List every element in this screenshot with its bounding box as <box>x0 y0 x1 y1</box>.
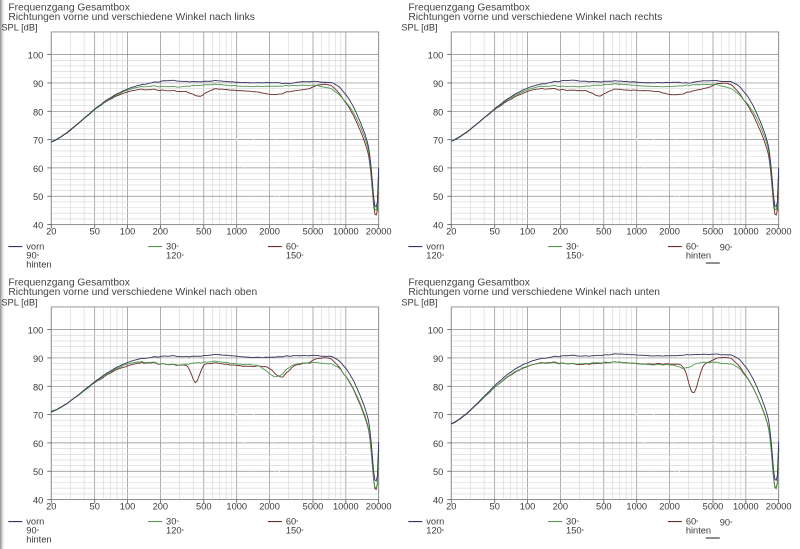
svg-text:60: 60 <box>433 164 443 174</box>
svg-text:5000: 5000 <box>303 501 324 511</box>
svg-text:100: 100 <box>28 51 43 61</box>
svg-text:90°: 90° <box>720 517 733 527</box>
svg-text:100: 100 <box>520 501 535 511</box>
svg-text:100: 100 <box>428 51 443 61</box>
svg-text:hinten: hinten <box>686 525 711 535</box>
svg-text:80: 80 <box>433 107 443 117</box>
svg-text:200: 200 <box>553 501 568 511</box>
svg-text:Richtungen vorne und verschied: Richtungen vorne und verschiedene Winkel… <box>8 286 257 297</box>
svg-text:200: 200 <box>153 501 168 511</box>
svg-text:1000: 1000 <box>226 227 247 237</box>
svg-text:hinten: hinten <box>26 534 51 544</box>
svg-text:100: 100 <box>28 325 43 335</box>
svg-text:2000: 2000 <box>259 501 280 511</box>
svg-text:500: 500 <box>196 227 211 237</box>
svg-text:80: 80 <box>433 382 443 392</box>
svg-text:20: 20 <box>46 501 56 511</box>
svg-text:500: 500 <box>196 501 211 511</box>
svg-text:120°: 120° <box>166 251 184 261</box>
svg-text:100: 100 <box>120 501 135 511</box>
svg-text:1000: 1000 <box>626 227 647 237</box>
svg-text:60: 60 <box>33 438 43 448</box>
svg-text:120°: 120° <box>426 525 444 535</box>
svg-text:10000: 10000 <box>733 501 759 511</box>
svg-text:150°: 150° <box>566 525 584 535</box>
svg-text:70: 70 <box>33 136 43 146</box>
svg-text:20: 20 <box>446 501 456 511</box>
svg-text:10000: 10000 <box>333 227 359 237</box>
svg-text:80: 80 <box>33 382 43 392</box>
svg-text:20: 20 <box>46 227 56 237</box>
svg-text:150°: 150° <box>566 251 584 261</box>
svg-text:1000: 1000 <box>226 501 247 511</box>
svg-text:150°: 150° <box>286 525 304 535</box>
svg-text:100: 100 <box>120 227 135 237</box>
svg-text:20000: 20000 <box>366 501 392 511</box>
svg-text:50: 50 <box>33 192 43 202</box>
svg-text:hinten: hinten <box>686 251 711 261</box>
svg-text:5000: 5000 <box>703 227 724 237</box>
svg-text:SPL [dB]: SPL [dB] <box>1 297 37 307</box>
svg-text:500: 500 <box>596 227 611 237</box>
svg-text:100: 100 <box>428 325 443 335</box>
svg-text:40: 40 <box>433 495 443 505</box>
svg-text:Richtungen vorne und verschied: Richtungen vorne und verschiedene Winkel… <box>408 286 660 297</box>
svg-text:60: 60 <box>433 438 443 448</box>
svg-text:50: 50 <box>433 467 443 477</box>
svg-text:2000: 2000 <box>659 227 680 237</box>
svg-text:40: 40 <box>433 221 443 231</box>
svg-text:50: 50 <box>490 501 500 511</box>
svg-text:90: 90 <box>433 79 443 89</box>
svg-text:60: 60 <box>33 164 43 174</box>
svg-text:120°: 120° <box>166 525 184 535</box>
svg-text:10000: 10000 <box>733 227 759 237</box>
svg-text:50: 50 <box>433 192 443 202</box>
svg-text:90°: 90° <box>720 243 733 253</box>
svg-text:90: 90 <box>33 353 43 363</box>
svg-text:40: 40 <box>33 495 43 505</box>
svg-text:50: 50 <box>90 227 100 237</box>
svg-text:20000: 20000 <box>766 501 792 511</box>
svg-text:2000: 2000 <box>259 227 280 237</box>
svg-text:80: 80 <box>33 107 43 117</box>
svg-text:90: 90 <box>433 353 443 363</box>
svg-text:70: 70 <box>433 136 443 146</box>
svg-text:150°: 150° <box>286 251 304 261</box>
svg-text:5000: 5000 <box>303 227 324 237</box>
svg-text:50: 50 <box>490 227 500 237</box>
svg-text:SPL [dB]: SPL [dB] <box>1 22 37 32</box>
svg-text:2000: 2000 <box>659 501 680 511</box>
svg-text:50: 50 <box>33 467 43 477</box>
svg-text:hinten: hinten <box>26 260 51 270</box>
svg-text:Richtungen vorne und verschied: Richtungen vorne und verschiedene Winkel… <box>8 12 255 23</box>
svg-text:SPL [dB]: SPL [dB] <box>401 22 437 32</box>
svg-text:90: 90 <box>33 79 43 89</box>
svg-text:70: 70 <box>33 410 43 420</box>
svg-text:500: 500 <box>596 501 611 511</box>
svg-text:70: 70 <box>433 410 443 420</box>
svg-text:1000: 1000 <box>626 501 647 511</box>
svg-text:200: 200 <box>553 227 568 237</box>
svg-text:100: 100 <box>520 227 535 237</box>
svg-text:SPL [dB]: SPL [dB] <box>401 297 437 307</box>
svg-text:20: 20 <box>446 227 456 237</box>
svg-text:40: 40 <box>33 221 43 231</box>
svg-text:20000: 20000 <box>766 227 792 237</box>
svg-text:10000: 10000 <box>333 501 359 511</box>
svg-text:20000: 20000 <box>366 227 392 237</box>
svg-text:50: 50 <box>90 501 100 511</box>
svg-text:Richtungen vorne und verschied: Richtungen vorne und verschiedene Winkel… <box>408 12 662 23</box>
svg-text:5000: 5000 <box>703 501 724 511</box>
svg-text:120°: 120° <box>426 251 444 261</box>
svg-text:200: 200 <box>153 227 168 237</box>
